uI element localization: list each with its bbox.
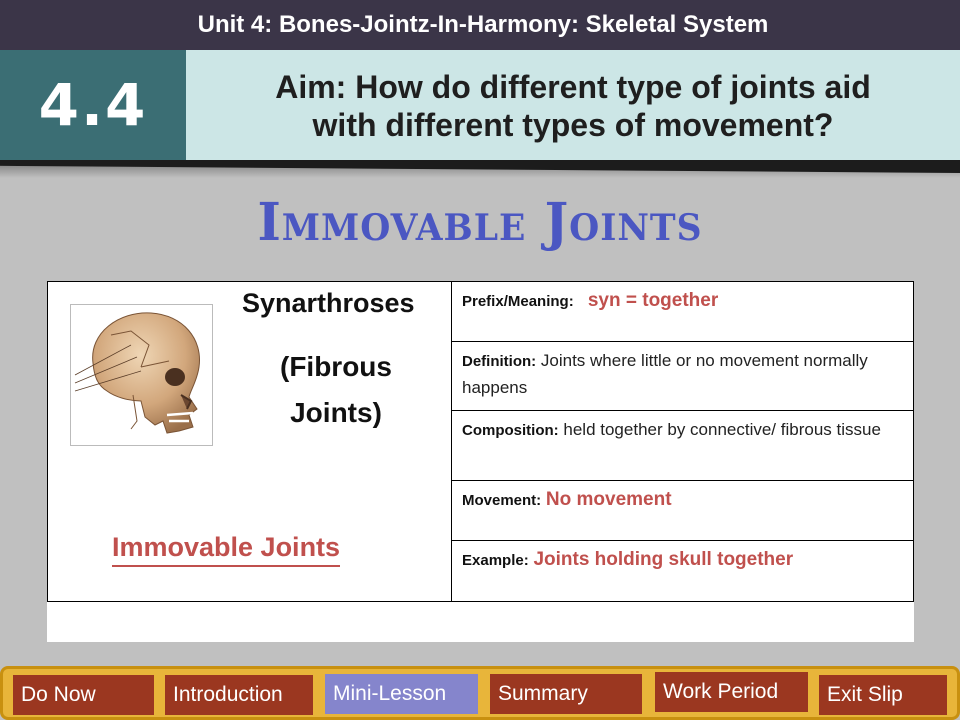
synarthroses-title: Synarthroses <box>242 288 415 318</box>
prefix-value: syn = together <box>587 290 719 311</box>
joint-info-table: Prefix/Meaning: syn = together Definitio… <box>451 281 914 602</box>
slide-heading: Immovable Joints <box>257 192 703 253</box>
header-divider <box>0 160 960 180</box>
movement-value: No movement <box>545 489 672 510</box>
movement-row: Movement: No movement <box>452 481 913 541</box>
subtitle-line-1: (Fibrous <box>280 351 392 382</box>
prefix-row: Prefix/Meaning: syn = together <box>452 282 913 342</box>
definition-label: Definition: <box>462 353 537 370</box>
composition-row: Composition: held together by connective… <box>452 411 913 481</box>
movement-label: Movement: <box>462 492 542 509</box>
immovable-joints-link[interactable]: Immovable Joints <box>112 532 341 567</box>
nav-do-now-button[interactable]: Do Now <box>13 675 154 715</box>
left-cell: Synarthroses (Fibrous Joints) Immovable … <box>47 281 452 602</box>
unit-title: Unit 4: Bones-Jointz-In-Harmony: Skeleta… <box>197 11 769 38</box>
content-panel: Synarthroses (Fibrous Joints) Immovable … <box>47 281 914 642</box>
nav-mini-lesson-button[interactable]: Mini-Lesson <box>325 674 478 714</box>
unit-title-bar: Unit 4: Bones-Jointz-In-Harmony: Skeleta… <box>0 0 960 50</box>
nav-introduction-button[interactable]: Introduction <box>165 675 313 715</box>
aim-line-2: with different types of movement? <box>312 107 834 143</box>
nav-exit-slip-button[interactable]: Exit Slip <box>819 675 947 715</box>
aim-box: Aim: How do different type of joints aid… <box>186 50 960 160</box>
definition-row: Definition: Joints where little or no mo… <box>452 342 913 411</box>
subtitle-line-2: Joints) <box>290 397 382 428</box>
nav-work-period-button[interactable]: Work Period <box>655 672 808 712</box>
definition-value: Joints where little or no movement norma… <box>462 351 868 397</box>
nav-summary-button[interactable]: Summary <box>490 674 642 714</box>
example-value: Joints holding skull together <box>533 549 794 570</box>
example-row: Example: Joints holding skull together <box>452 541 913 601</box>
skull-icon <box>70 304 213 446</box>
example-label: Example: <box>462 552 529 569</box>
fibrous-joints-subtitle: (Fibrous Joints) <box>266 344 406 436</box>
aim-line-1: Aim: How do different type of joints aid <box>275 69 871 105</box>
composition-label: Composition: <box>462 422 559 439</box>
composition-value: held together by connective/ fibrous tis… <box>563 420 881 439</box>
prefix-label: Prefix/Meaning: <box>462 293 574 310</box>
lesson-nav-bar: Do Now Introduction Mini-Lesson Summary … <box>0 666 960 720</box>
lesson-number: 4.4 <box>0 50 186 160</box>
